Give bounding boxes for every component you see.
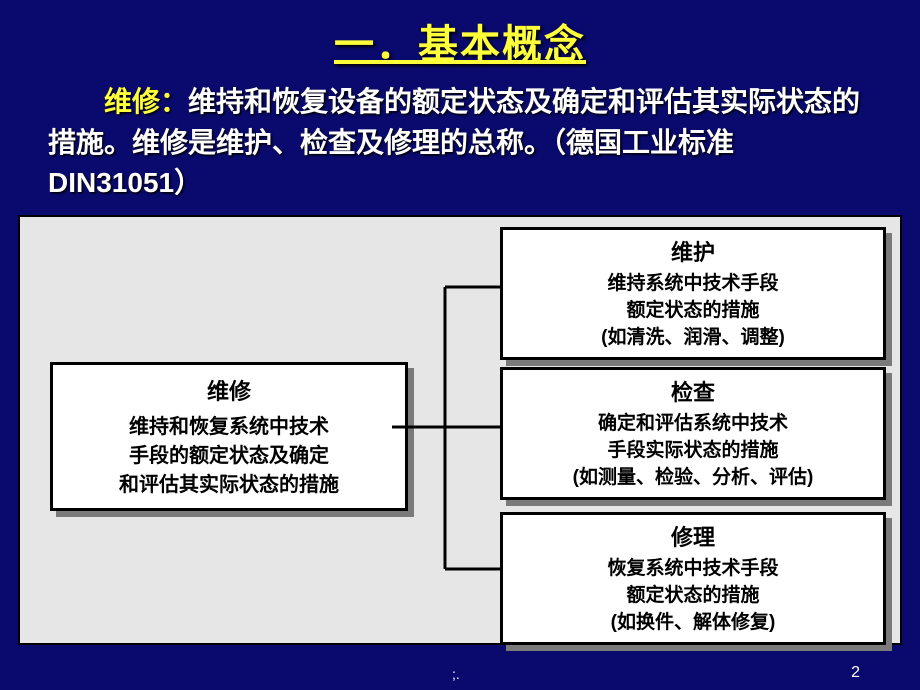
node-xiuli: 修理 恢复系统中技术手段额定状态的措施(如换件、解体修复) bbox=[500, 512, 886, 645]
intro-paragraph: 维修：维持和恢复设备的额定状态及确定和评估其实际状态的措施。维修是维护、检查及修… bbox=[0, 70, 920, 212]
node-title: 维护 bbox=[507, 234, 879, 271]
node-weihu: 维护 维持系统中技术手段额定状态的措施(如清洗、润滑、调整) bbox=[500, 227, 886, 360]
node-title: 检查 bbox=[507, 374, 879, 411]
node-body: 确定和评估系统中技术手段实际状态的措施(如测量、检验、分析、评估) bbox=[507, 411, 879, 491]
node-maintenance-root: 维修 维持和恢复系统中技术手段的额定状态及确定和评估其实际状态的措施 bbox=[50, 362, 408, 511]
diagram-panel: 维修 维持和恢复系统中技术手段的额定状态及确定和评估其实际状态的措施 维护 维持… bbox=[18, 215, 902, 645]
slide-title: 一．基本概念 bbox=[0, 0, 920, 70]
node-body: 维持和恢复系统中技术手段的额定状态及确定和评估其实际状态的措施 bbox=[59, 413, 399, 500]
node-jiancha: 检查 确定和评估系统中技术手段实际状态的措施(如测量、检验、分析、评估) bbox=[500, 367, 886, 500]
footer-mark: ;. bbox=[452, 666, 460, 682]
slide: 一．基本概念 维修：维持和恢复设备的额定状态及确定和评估其实际状态的措施。维修是… bbox=[0, 0, 920, 690]
page-number: 2 bbox=[851, 664, 860, 682]
connector-lines bbox=[390, 217, 520, 647]
node-title: 修理 bbox=[507, 519, 879, 556]
node-body: 维持系统中技术手段额定状态的措施(如清洗、润滑、调整) bbox=[507, 271, 879, 351]
node-title: 维修 bbox=[59, 371, 399, 413]
node-body: 恢复系统中技术手段额定状态的措施(如换件、解体修复) bbox=[507, 556, 879, 636]
intro-keyword: 维修： bbox=[104, 86, 188, 117]
